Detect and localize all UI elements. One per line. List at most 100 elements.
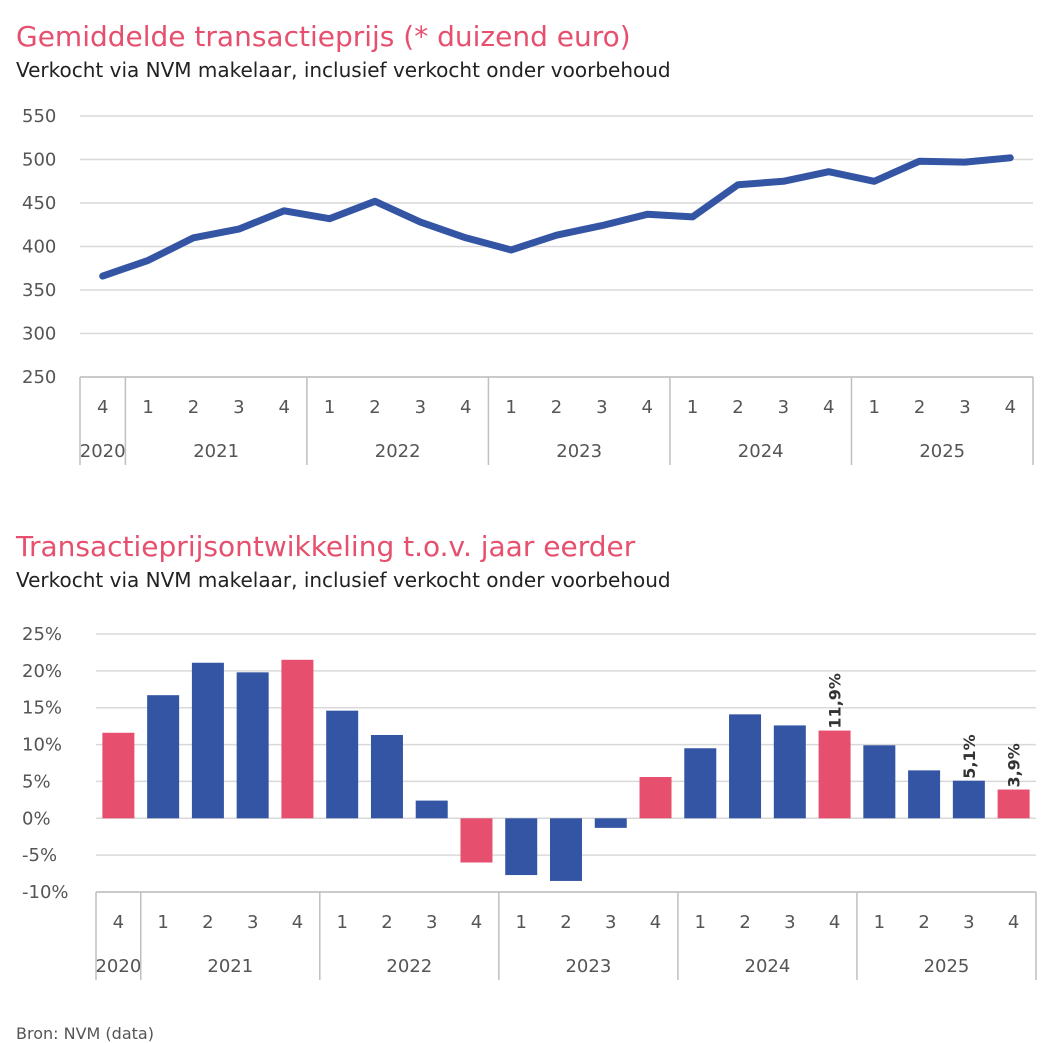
quarter-tick-label: 3 — [596, 397, 607, 418]
quarter-tick-label: 4 — [1008, 912, 1019, 933]
y-tick-label: 25% — [22, 624, 62, 645]
y-tick-label: 5% — [22, 771, 51, 792]
y-tick-label: 20% — [22, 661, 62, 682]
quarter-tick-label: 1 — [336, 912, 347, 933]
bar — [370, 734, 403, 819]
year-tick-label: 2024 — [745, 956, 791, 977]
quarter-tick-label: 4 — [642, 397, 653, 418]
quarter-tick-label: 1 — [695, 912, 706, 933]
quarter-tick-label: 3 — [784, 912, 795, 933]
bar — [684, 748, 717, 819]
quarter-tick-label: 4 — [471, 912, 482, 933]
bar — [997, 789, 1030, 819]
quarter-tick-label: 4 — [1005, 397, 1016, 418]
year-tick-label: 2025 — [924, 956, 970, 977]
bar — [594, 818, 627, 828]
bar — [326, 710, 359, 819]
bar-chart-subtitle: Verkocht via NVM makelaar, inclusief ver… — [16, 568, 671, 592]
year-tick-label: 2021 — [193, 441, 239, 462]
quarter-tick-label: 1 — [157, 912, 168, 933]
bar — [639, 777, 672, 819]
quarter-tick-label: 1 — [687, 397, 698, 418]
bar — [863, 745, 896, 819]
year-tick-label: 2020 — [95, 956, 141, 977]
quarter-tick-label: 2 — [732, 397, 743, 418]
y-tick-label: 250 — [22, 367, 56, 388]
year-tick-label: 2024 — [738, 441, 784, 462]
year-tick-label: 2025 — [919, 441, 965, 462]
quarter-tick-label: 2 — [560, 912, 571, 933]
bar — [505, 818, 538, 876]
y-tick-label: 550 — [22, 106, 56, 127]
data-label: 3,9% — [1005, 743, 1024, 787]
line-chart: 550 500 450 400 350 300 250 4 1 2 3 4 1 2 3 4 1 2 3 4 1 2 3 4 1 2… — [22, 106, 1034, 465]
quarter-tick-label: 2 — [739, 912, 750, 933]
bar — [729, 714, 762, 819]
quarter-tick-label: 3 — [778, 397, 789, 418]
y-tick-label: 500 — [22, 150, 56, 171]
quarter-tick-label: 3 — [605, 912, 616, 933]
quarter-tick-label: 4 — [829, 912, 840, 933]
bar — [818, 730, 851, 819]
bar — [908, 770, 941, 819]
year-tick-label: 2020 — [80, 441, 126, 462]
bar — [191, 662, 224, 819]
line-chart-subtitle: Verkocht via NVM makelaar, inclusief ver… — [16, 58, 671, 82]
quarter-tick-label: 4 — [460, 397, 471, 418]
quarter-tick-label: 3 — [959, 397, 970, 418]
quarter-tick-label: 3 — [426, 912, 437, 933]
quarter-tick-label: 1 — [868, 397, 879, 418]
bar — [773, 725, 806, 819]
quarter-tick-label: 4 — [97, 397, 108, 418]
quarter-tick-label: 1 — [142, 397, 153, 418]
y-tick-label: 0% — [22, 808, 51, 829]
bar — [281, 659, 314, 819]
data-label: 5,1% — [960, 734, 979, 778]
year-tick-label: 2023 — [556, 441, 602, 462]
quarter-tick-label: 4 — [292, 912, 303, 933]
year-tick-label: 2022 — [386, 956, 432, 977]
quarter-tick-label: 4 — [823, 397, 834, 418]
bar — [952, 780, 985, 819]
y-tick-label: 450 — [22, 193, 56, 214]
bar — [460, 818, 493, 863]
quarter-tick-label: 1 — [324, 397, 335, 418]
quarter-tick-label: 4 — [650, 912, 661, 933]
y-tick-label: 10% — [22, 735, 62, 756]
bar — [415, 800, 448, 819]
bar-chart: 25% 20% 15% 10% 5% 0% -5% -10% 4 1 2 3 4 1 2 3 4 1 2 3 4 1 2 3 4… — [22, 624, 1037, 980]
quarter-tick-label: 4 — [278, 397, 289, 418]
year-tick-label: 2021 — [207, 956, 253, 977]
bar — [550, 818, 582, 881]
quarter-tick-label: 2 — [918, 912, 929, 933]
bar-chart-title: Transactieprijsontwikkeling t.o.v. jaar … — [16, 530, 636, 563]
quarter-tick-label: 2 — [369, 397, 380, 418]
price-series-line — [99, 154, 1014, 280]
source-footer: Bron: NVM (data) — [16, 1024, 154, 1043]
bar — [147, 695, 180, 819]
quarter-tick-label: 1 — [874, 912, 885, 933]
quarter-tick-label: 3 — [247, 912, 258, 933]
quarter-tick-label: 2 — [551, 397, 562, 418]
quarter-tick-label: 3 — [233, 397, 244, 418]
bar — [236, 672, 269, 819]
quarter-tick-label: 1 — [516, 912, 527, 933]
quarter-tick-label: 2 — [202, 912, 213, 933]
y-tick-label: 400 — [22, 237, 56, 258]
data-label: 11,9% — [826, 673, 845, 729]
y-tick-label: -5% — [22, 845, 57, 866]
quarter-tick-label: 3 — [415, 397, 426, 418]
quarter-tick-label: 4 — [113, 912, 124, 933]
y-tick-label: -10% — [22, 882, 69, 903]
line-chart-title: Gemiddelde transactieprijs (* duizend eu… — [16, 20, 631, 53]
y-tick-label: 15% — [22, 698, 62, 719]
quarter-tick-label: 2 — [381, 912, 392, 933]
quarter-tick-label: 2 — [188, 397, 199, 418]
quarter-tick-label: 1 — [505, 397, 516, 418]
year-tick-label: 2023 — [565, 956, 611, 977]
y-tick-label: 350 — [22, 280, 56, 301]
bar — [102, 732, 135, 819]
year-tick-label: 2022 — [375, 441, 421, 462]
quarter-tick-label: 2 — [914, 397, 925, 418]
quarter-tick-label: 3 — [963, 912, 974, 933]
